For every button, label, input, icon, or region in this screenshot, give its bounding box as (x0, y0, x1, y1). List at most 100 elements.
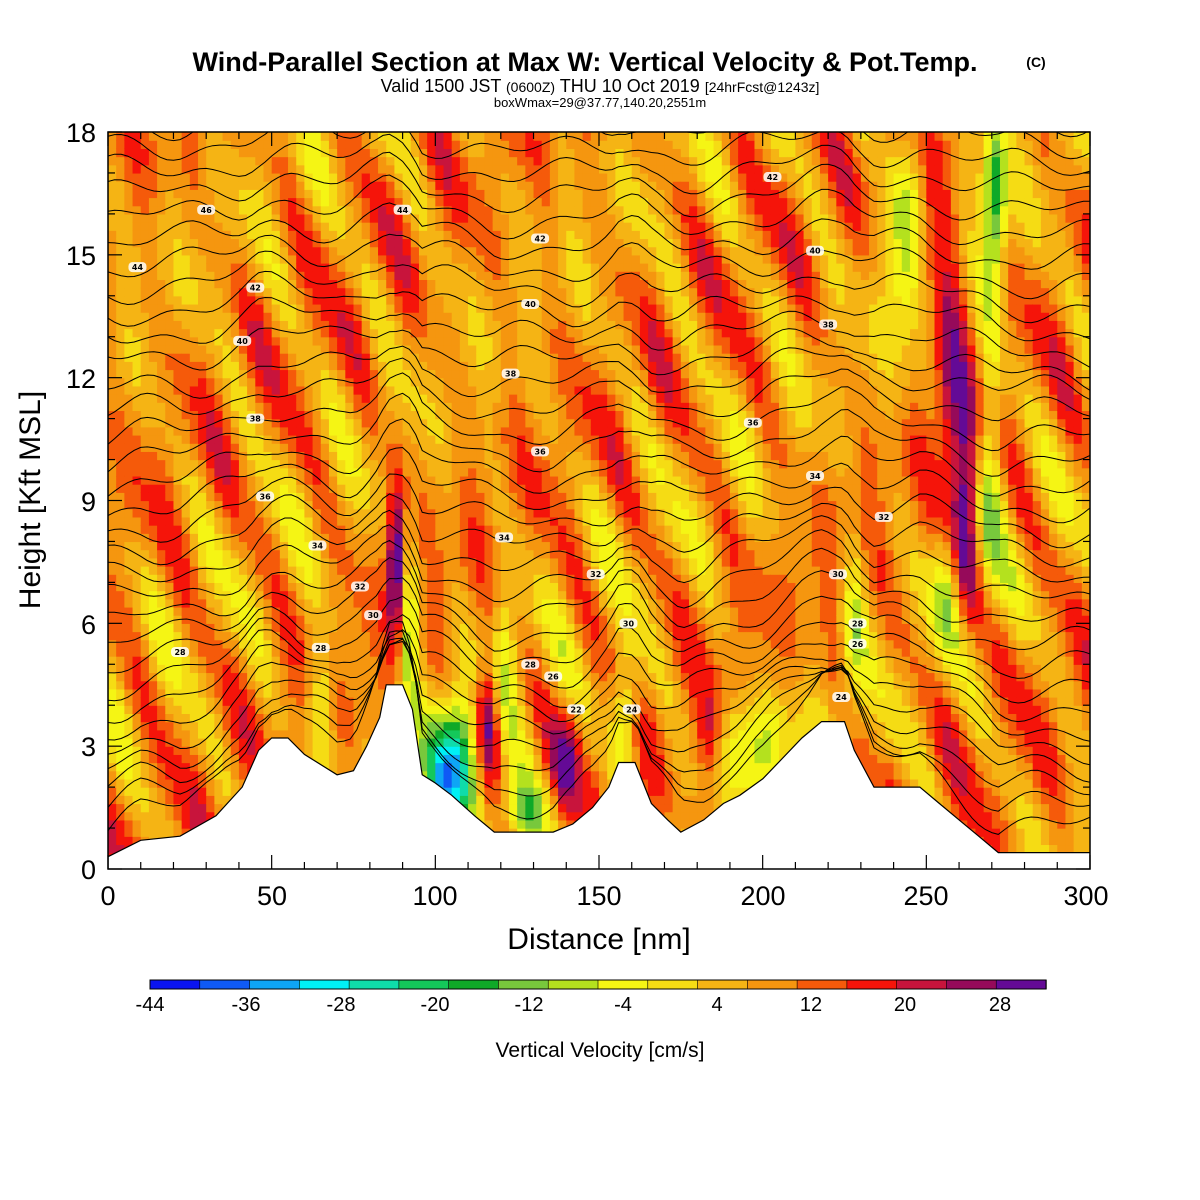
w-cell (271, 295, 281, 305)
w-cell (361, 516, 371, 526)
w-cell (230, 140, 240, 149)
w-cell (140, 713, 150, 723)
w-cell (157, 754, 166, 764)
w-cell (173, 828, 183, 837)
w-cell (206, 189, 215, 199)
w-cell (247, 402, 256, 412)
w-cell (410, 385, 420, 395)
w-cell (525, 541, 535, 551)
w-cell (255, 598, 265, 608)
w-cell (304, 492, 314, 502)
w-cell (345, 263, 355, 272)
w-cell (345, 353, 355, 362)
w-cell (410, 697, 420, 706)
w-cell (525, 582, 535, 592)
w-cell (418, 639, 428, 649)
w-cell (345, 762, 355, 772)
w-cell (443, 312, 453, 321)
w-cell (320, 394, 330, 403)
w-cell (271, 680, 281, 690)
w-cell (124, 574, 134, 583)
w-cell (189, 222, 199, 231)
w-cell (361, 566, 371, 575)
w-cell (492, 778, 502, 788)
w-cell (369, 697, 379, 706)
w-cell (132, 631, 142, 641)
w-cell (304, 713, 314, 723)
w-cell (328, 443, 338, 452)
w-cell (230, 688, 240, 698)
w-cell (345, 132, 355, 141)
w-cell (124, 754, 134, 764)
w-cell (222, 729, 232, 739)
w-cell (222, 639, 232, 649)
w-cell (108, 140, 117, 149)
w-cell (353, 746, 363, 755)
w-cell (418, 566, 428, 575)
w-cell (247, 623, 256, 633)
w-cell (288, 213, 297, 223)
w-cell (296, 721, 305, 731)
w-cell (476, 451, 486, 461)
w-cell (271, 590, 281, 600)
w-cell (468, 172, 477, 182)
w-cell (443, 459, 453, 469)
w-cell (394, 263, 404, 272)
w-cell (353, 475, 363, 485)
w-cell (230, 590, 240, 600)
w-cell (476, 770, 486, 780)
w-cell (418, 312, 428, 321)
w-cell (271, 418, 281, 428)
w-cell (418, 688, 428, 698)
w-cell (328, 344, 338, 354)
w-cell (492, 762, 502, 772)
w-cell (222, 140, 232, 149)
w-cell (238, 287, 248, 297)
w-cell (517, 508, 526, 518)
w-cell (132, 484, 142, 493)
w-cell (353, 664, 363, 674)
w-cell (402, 459, 412, 469)
w-cell (418, 762, 428, 772)
w-cell (549, 394, 559, 403)
w-cell (508, 287, 518, 297)
w-cell (247, 353, 256, 362)
w-cell (247, 754, 256, 764)
w-cell (148, 246, 158, 256)
w-cell (132, 623, 142, 633)
w-cell (230, 721, 240, 731)
w-cell (247, 746, 256, 755)
w-cell (189, 246, 199, 256)
w-cell (181, 410, 191, 420)
w-cell (541, 656, 551, 665)
w-cell (337, 459, 346, 469)
w-cell (361, 279, 371, 289)
w-cell (484, 246, 494, 256)
w-cell (140, 222, 150, 231)
w-cell (238, 418, 248, 428)
w-cell (492, 754, 502, 764)
w-cell (206, 631, 215, 641)
w-cell (214, 672, 224, 682)
w-cell (394, 164, 404, 174)
w-cell (328, 156, 338, 166)
w-cell (312, 525, 322, 534)
w-cell (181, 140, 191, 149)
w-cell (124, 582, 134, 592)
w-cell (189, 484, 199, 493)
w-cell (558, 795, 567, 805)
w-cell (124, 459, 134, 469)
w-cell (124, 410, 134, 420)
w-cell (476, 754, 486, 764)
w-cell (427, 156, 436, 166)
w-cell (369, 156, 379, 166)
w-cell (468, 778, 477, 788)
w-cell (320, 213, 330, 223)
w-cell (222, 615, 232, 624)
w-cell (255, 320, 265, 330)
w-cell (165, 533, 175, 543)
w-cell (435, 132, 445, 141)
w-cell (108, 705, 117, 715)
w-cell (500, 492, 510, 502)
w-cell (320, 230, 330, 240)
